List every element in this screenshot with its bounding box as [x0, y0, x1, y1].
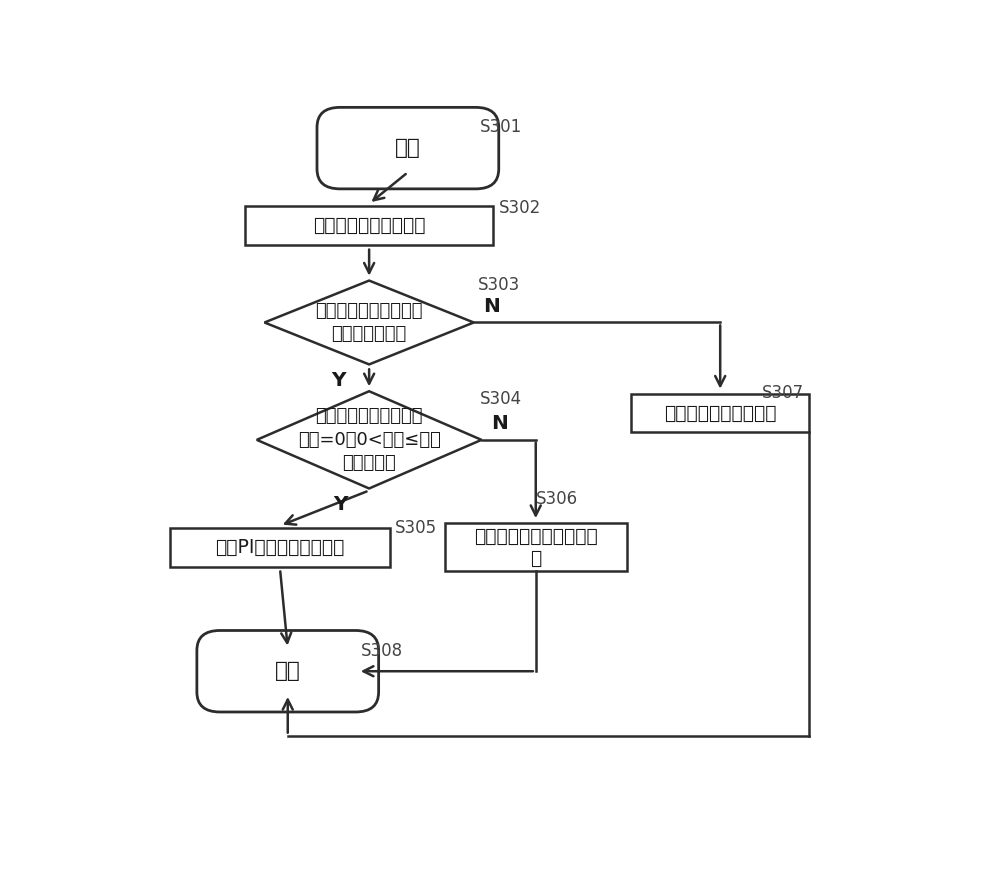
Text: 查预设扭矩表获得目标扭
矩: 查预设扭矩表获得目标扭 矩: [474, 527, 598, 568]
Text: S306: S306: [536, 490, 578, 509]
Text: 判断是否满足进入低速
工况模式的条件: 判断是否满足进入低速 工况模式的条件: [315, 301, 423, 343]
Text: S308: S308: [361, 642, 404, 660]
Text: S305: S305: [395, 519, 437, 537]
Text: S304: S304: [480, 389, 522, 408]
Bar: [170, 528, 390, 567]
Text: 其他工况下的目标扭矩: 其他工况下的目标扭矩: [664, 403, 776, 422]
FancyBboxPatch shape: [197, 631, 379, 712]
Text: S301: S301: [480, 118, 522, 136]
Bar: [245, 206, 493, 245]
Polygon shape: [264, 280, 474, 364]
Text: S302: S302: [499, 199, 541, 217]
Text: S307: S307: [762, 384, 804, 402]
Polygon shape: [257, 391, 482, 489]
Bar: [631, 394, 809, 433]
Text: N: N: [483, 297, 500, 316]
Text: S303: S303: [478, 276, 520, 294]
Text: 通过PI控制获得目标扭矩: 通过PI控制获得目标扭矩: [215, 537, 345, 557]
Text: 结束: 结束: [275, 661, 301, 681]
FancyBboxPatch shape: [317, 107, 499, 189]
Text: N: N: [491, 414, 508, 433]
Text: 请求进入低速工况模式: 请求进入低速工况模式: [313, 216, 425, 235]
Text: 开始: 开始: [395, 138, 421, 159]
Text: Y: Y: [333, 496, 347, 514]
Text: Y: Y: [331, 371, 346, 390]
Bar: [445, 523, 627, 571]
Text: 判断是否满足加速踏板
开度=0且0<车速≤第一
预设速度值: 判断是否满足加速踏板 开度=0且0<车速≤第一 预设速度值: [298, 408, 441, 472]
